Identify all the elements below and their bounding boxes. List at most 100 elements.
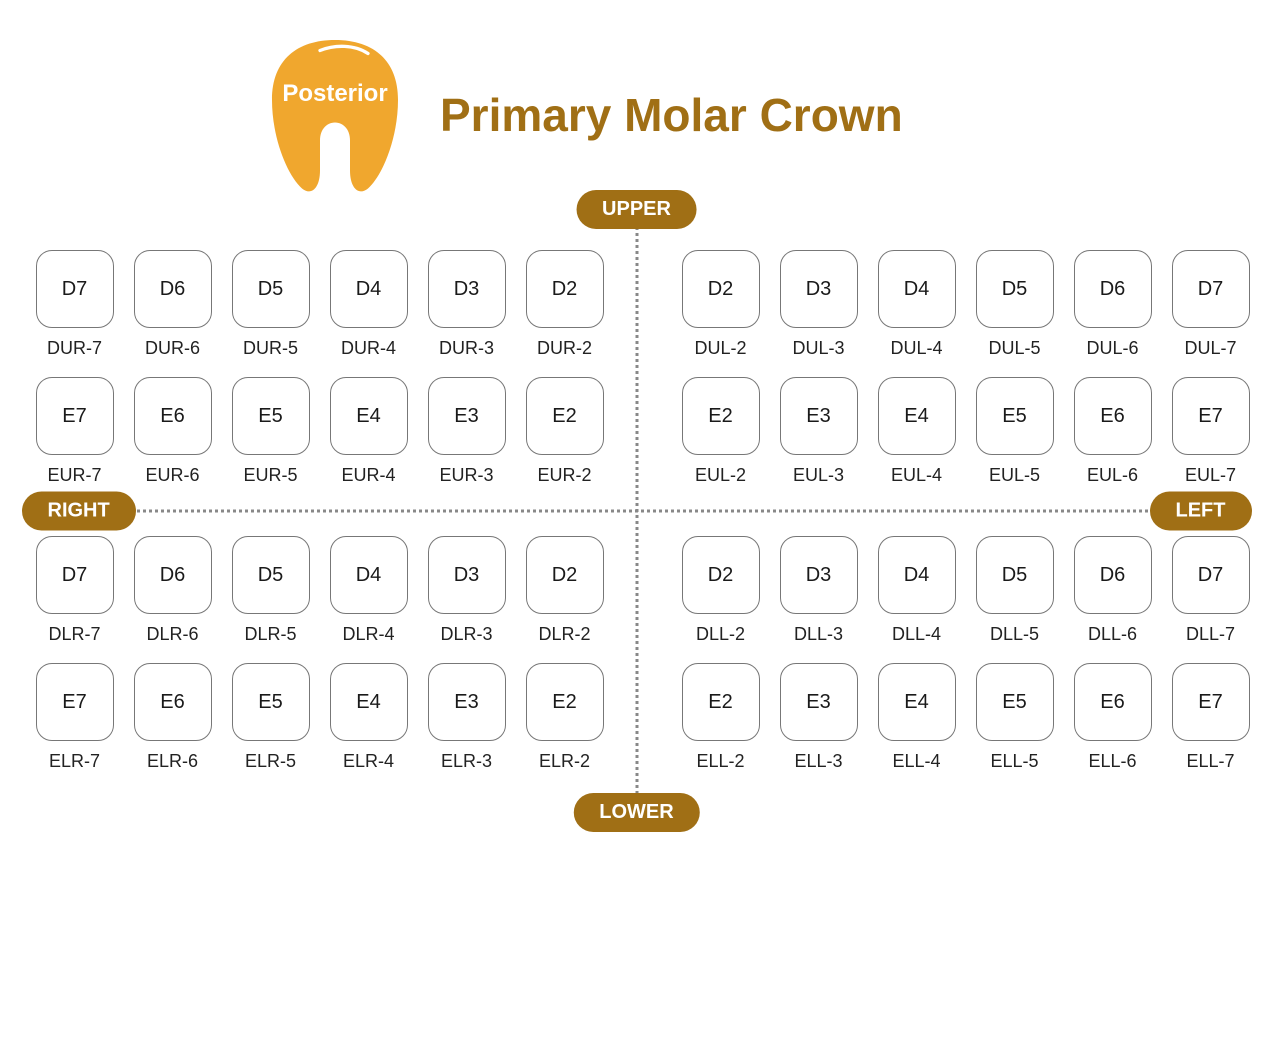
- crown-code: DLL-3: [794, 624, 843, 645]
- crown-code: DLR-3: [440, 624, 492, 645]
- crown-item: D6DLL-6: [1070, 536, 1156, 645]
- crown-code: DLL-7: [1186, 624, 1235, 645]
- crown-box: D2: [682, 250, 760, 328]
- quadrant-lower-left: D2 DLL-2 D3 DLL-3 D4DLL-4D5DLL-5D6DLL-6D7 DLL…: [678, 536, 1254, 772]
- crown-box: E2: [682, 663, 760, 741]
- crown-code: ELR-3: [441, 751, 492, 772]
- crown-box: D5: [232, 536, 310, 614]
- crown-item: D7 DUR-7: [32, 250, 118, 359]
- crown-code: ELR-4: [343, 751, 394, 772]
- crown-item: E6ELR-6: [130, 663, 216, 772]
- crown-box: E7: [1172, 663, 1250, 741]
- crown-box: D7: [36, 536, 114, 614]
- pill-upper: UPPER: [576, 190, 697, 229]
- crown-item: D7 DLR-7: [32, 536, 118, 645]
- crown-item: D3 DLL-3: [776, 536, 862, 645]
- crown-item: D5DUR-5: [228, 250, 314, 359]
- crown-code: DLL-4: [892, 624, 941, 645]
- crown-box: E5: [976, 663, 1054, 741]
- crown-code: DLL-5: [990, 624, 1039, 645]
- crown-box: D3: [428, 536, 506, 614]
- crown-item: D3 DLR-3: [424, 536, 510, 645]
- crown-code: DLL-2: [696, 624, 745, 645]
- crown-row: E7ELR-7E6ELR-6E5ELR-5E4ELR-4E3ELR-3E2ELR…: [32, 663, 608, 772]
- crown-code: ELL-4: [892, 751, 940, 772]
- crown-item: E5EUR-5: [228, 377, 314, 486]
- crown-code: EUL-3: [793, 465, 844, 486]
- crown-box: E7: [36, 663, 114, 741]
- crown-box: E2: [682, 377, 760, 455]
- crown-box: E3: [780, 663, 858, 741]
- crown-code: ELL-2: [696, 751, 744, 772]
- crown-code: EUL-5: [989, 465, 1040, 486]
- crown-box: D7: [1172, 250, 1250, 328]
- crown-box: D6: [1074, 250, 1152, 328]
- crown-row: D2 DLL-2 D3 DLL-3 D4DLL-4D5DLL-5D6DLL-6D7 DLL…: [678, 536, 1254, 645]
- quadrants: D7DUR-7D6DUR-6D5DUR-5D4DUR-4D3DUR-3D2DUR…: [32, 210, 1242, 812]
- crown-code: EUR-6: [145, 465, 199, 486]
- crown-box: D7: [1172, 536, 1250, 614]
- crown-code: DUL-7: [1184, 338, 1236, 359]
- crown-item: D2DUL-2: [678, 250, 764, 359]
- crown-item: D2 DUR-2: [522, 250, 608, 359]
- crown-code: DUL-6: [1086, 338, 1138, 359]
- crown-code: DUR-2: [537, 338, 592, 359]
- crown-box: D2: [526, 250, 604, 328]
- crown-item: D5 DLR-5: [228, 536, 314, 645]
- crown-item: E7 ELR-7: [32, 663, 118, 772]
- crown-code: EUL-7: [1185, 465, 1236, 486]
- quadrant-upper-right: D7DUR-7D6DUR-6D5DUR-5D4DUR-4D3DUR-3D2DUR…: [32, 250, 608, 486]
- crown-item: D7 DUL-7: [1168, 250, 1254, 359]
- crown-item: E7EUR-7: [32, 377, 118, 486]
- quadrant-upper-left: D2DUL-2D3DUL-3D4DUL-4D5DUL-5D6DUL-6D7DUL…: [678, 250, 1254, 486]
- crown-box: E5: [232, 663, 310, 741]
- tooth-icon: Posterior: [260, 30, 410, 200]
- crown-item: D5DLL-5: [972, 536, 1058, 645]
- crown-box: D2: [682, 536, 760, 614]
- crown-item: D6DLR-6: [130, 536, 216, 645]
- crown-box: E6: [134, 663, 212, 741]
- crown-box: E3: [428, 377, 506, 455]
- crown-item: E4EUL-4: [874, 377, 960, 486]
- crown-box: D4: [878, 250, 956, 328]
- crown-code: DUR-7: [47, 338, 102, 359]
- crown-item: D6 DUL-6: [1070, 250, 1156, 359]
- crown-item: E5 ELL-5: [972, 663, 1058, 772]
- crown-code: DLR-5: [244, 624, 296, 645]
- quadrant-lower-right: D7DLR-7D6DLR-6D5DLR-5D4DLR-4D3DLR-3D2DLR…: [32, 536, 608, 772]
- crown-code: EUR-7: [47, 465, 101, 486]
- pill-left: LEFT: [1150, 492, 1252, 531]
- crown-grid: UPPER LOWER RIGHT LEFT D7DUR-7D6DUR-6D5D…: [32, 210, 1242, 812]
- crown-box: D4: [330, 250, 408, 328]
- crown-item: E3EUR-3: [424, 377, 510, 486]
- crown-box: D3: [780, 536, 858, 614]
- crown-box: E6: [1074, 377, 1152, 455]
- crown-code: DLR-2: [538, 624, 590, 645]
- crown-code: EUR-5: [243, 465, 297, 486]
- crown-box: E3: [780, 377, 858, 455]
- crown-item: D3DUL-3: [776, 250, 862, 359]
- crown-item: D4DUL-4: [874, 250, 960, 359]
- crown-box: E4: [330, 377, 408, 455]
- crown-code: EUR-4: [341, 465, 395, 486]
- crown-box: E6: [134, 377, 212, 455]
- crown-row: D2DUL-2D3DUL-3D4DUL-4D5DUL-5D6DUL-6D7DUL…: [678, 250, 1254, 359]
- crown-box: E2: [526, 377, 604, 455]
- crown-code: ELL-5: [990, 751, 1038, 772]
- crown-row: D7DUR-7D6DUR-6D5DUR-5D4DUR-4D3DUR-3D2DUR…: [32, 250, 608, 359]
- crown-code: ELR-2: [539, 751, 590, 772]
- crown-code: ELL-7: [1186, 751, 1234, 772]
- crown-code: EUL-6: [1087, 465, 1138, 486]
- crown-code: DUR-3: [439, 338, 494, 359]
- crown-item: D4DLR-4: [326, 536, 412, 645]
- crown-code: ELR-7: [49, 751, 100, 772]
- crown-item: D4DLL-4: [874, 536, 960, 645]
- crown-item: D7 DLL-7: [1168, 536, 1254, 645]
- crown-box: D6: [1074, 536, 1152, 614]
- crown-row: D7DLR-7D6DLR-6D5DLR-5D4DLR-4D3DLR-3D2DLR…: [32, 536, 608, 645]
- crown-box: E4: [878, 663, 956, 741]
- crown-item: E4 EUR-4: [326, 377, 412, 486]
- crown-item: D2 DLL-2: [678, 536, 764, 645]
- crown-code: DLR-7: [48, 624, 100, 645]
- crown-box: D7: [36, 250, 114, 328]
